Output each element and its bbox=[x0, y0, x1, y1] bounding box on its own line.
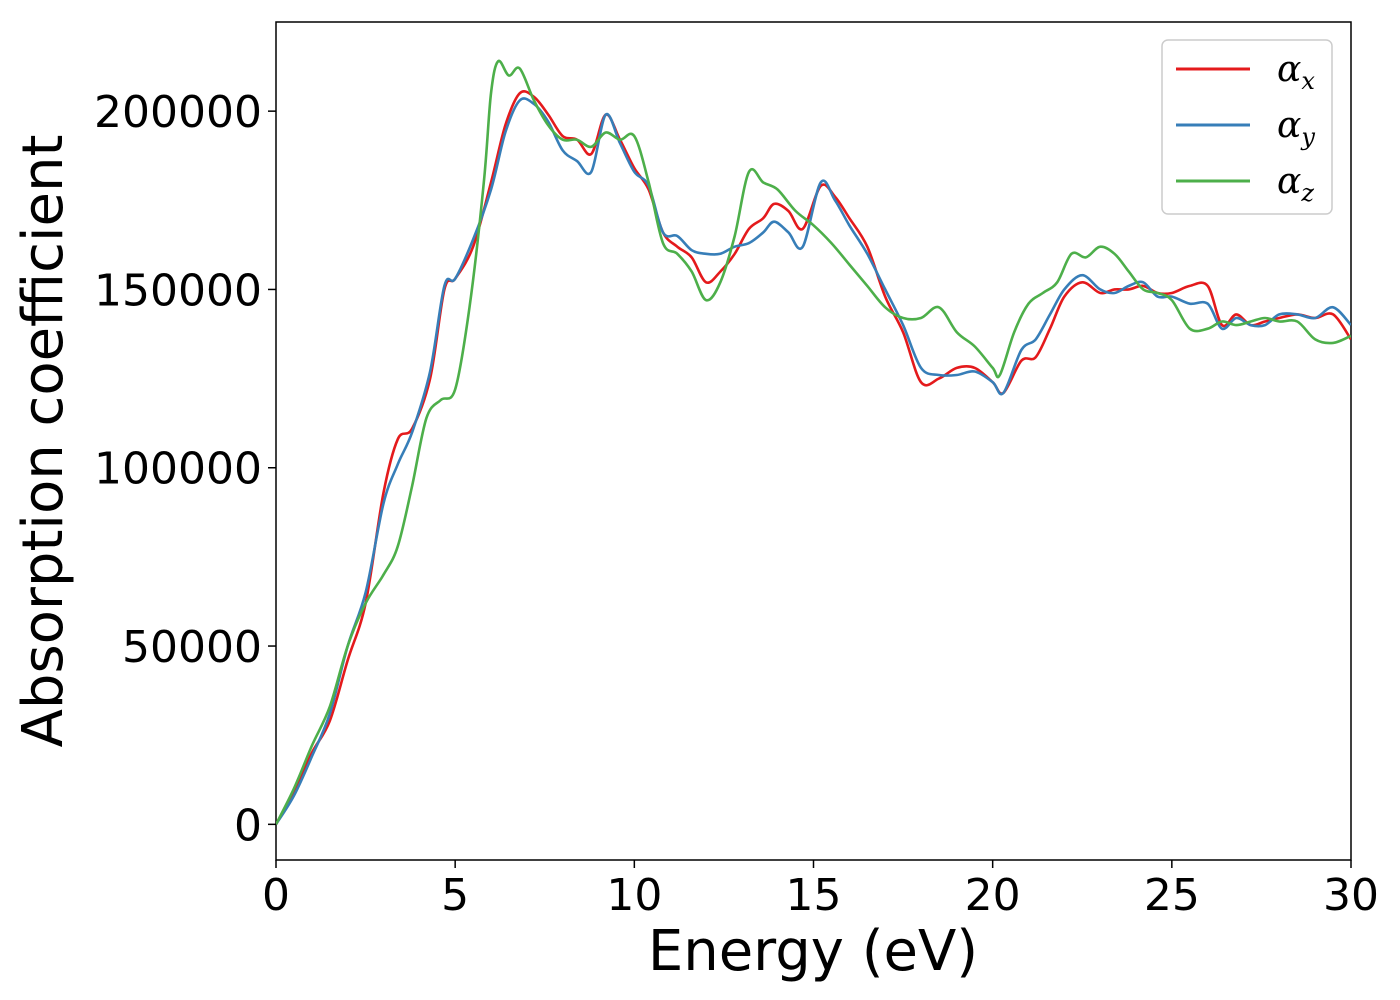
y-tick-label: 100000 bbox=[94, 444, 262, 495]
x-tick-label: 15 bbox=[786, 870, 842, 921]
legend-box bbox=[1161, 39, 1333, 215]
x-tick-label: 30 bbox=[1323, 870, 1379, 921]
series-line-y bbox=[276, 97, 1351, 825]
y-tick-label: 150000 bbox=[94, 265, 262, 316]
y-tick-label: 50000 bbox=[122, 622, 262, 673]
series-layer bbox=[276, 59, 1351, 825]
x-tick-label: 20 bbox=[965, 870, 1021, 921]
x-tick-label: 0 bbox=[262, 870, 290, 921]
legend-label-x: αx bbox=[1277, 49, 1315, 95]
series-line-z bbox=[276, 59, 1351, 825]
x-axis-title: Energy (eV) bbox=[648, 919, 978, 984]
x-axis: 0 5 10 15 20 25 30 bbox=[262, 860, 1379, 921]
y-tick-label: 0 bbox=[234, 800, 262, 851]
legend-label-y: αy bbox=[1277, 105, 1315, 151]
x-tick-label: 10 bbox=[606, 870, 662, 921]
y-tick-label: 200000 bbox=[94, 87, 262, 138]
y-axis: 0 50000 100000 150000 200000 bbox=[94, 87, 276, 851]
x-tick-label: 5 bbox=[441, 870, 469, 921]
x-tick-label: 25 bbox=[1144, 870, 1200, 921]
y-axis-title: Absorption coefficient bbox=[11, 135, 76, 748]
